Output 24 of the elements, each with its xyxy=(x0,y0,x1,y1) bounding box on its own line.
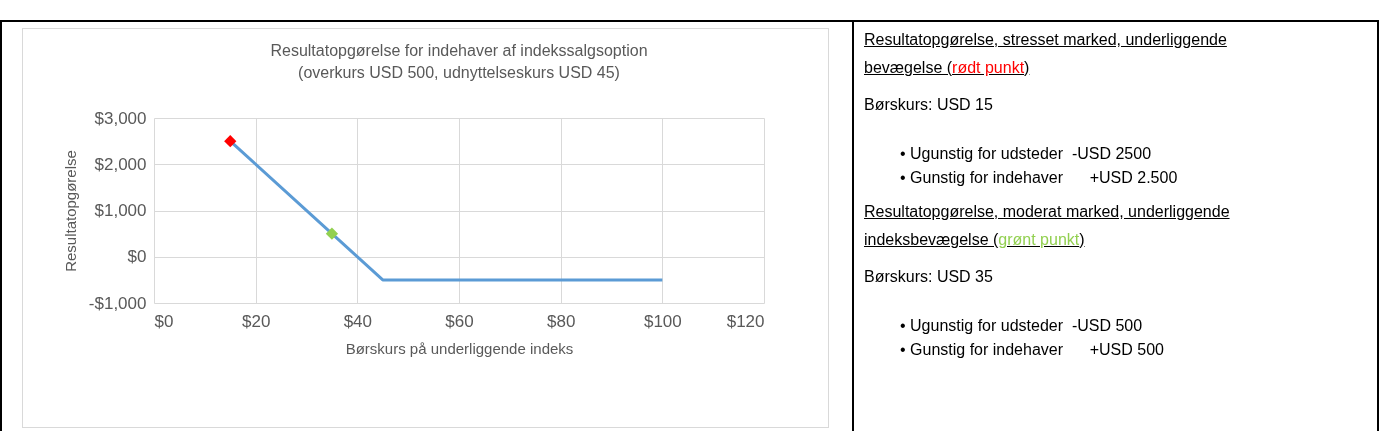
x-tick-label: $0 xyxy=(154,311,174,331)
y-tick-label: -$1,000 xyxy=(88,293,147,313)
x-tick-label: $60 xyxy=(445,311,474,331)
y-tick-label: $3,000 xyxy=(94,108,147,128)
text: • Gunstig for indehaver +USD 2.500 xyxy=(900,168,1179,188)
text: Resultatopgørelse for indehaver af indekssalgsoption xyxy=(270,42,648,59)
x-tick-label: $40 xyxy=(343,311,373,331)
x-tick-label: $100 xyxy=(643,311,682,331)
y-tick-label: $0 xyxy=(127,247,147,267)
text: Resultatopgørelse, moderat marked, underliggende indeksbevægelse (grønt punkt) xyxy=(864,202,1231,250)
text: Børskurs: USD 35 xyxy=(864,268,994,286)
x-tick-label: $20 xyxy=(241,311,271,331)
text: Resultatopgørelse, stresset marked, underliggende bevægelse (rødt punkt) xyxy=(864,30,1228,78)
x-tick-label: $120 xyxy=(726,311,765,331)
text: • Ugunstig for udsteder -USD 2500 xyxy=(900,144,1153,164)
text: • Gunstig for indehaver +USD 500 xyxy=(900,340,1165,360)
text: Børskurs: USD 15 xyxy=(864,96,994,114)
y-axis-title: Resultatopgørelse xyxy=(61,150,79,272)
x-tick-label: $80 xyxy=(546,311,576,331)
text: • Ugunstig for udsteder -USD 500 xyxy=(900,316,1144,336)
text: (overkurs USD 500, udnyttelseskurs USD 45) xyxy=(298,64,620,81)
y-tick-label: $2,000 xyxy=(94,154,147,174)
x-axis-title: Børskurs på underliggende indeks xyxy=(345,339,574,357)
y-tick-label: $1,000 xyxy=(94,201,147,220)
